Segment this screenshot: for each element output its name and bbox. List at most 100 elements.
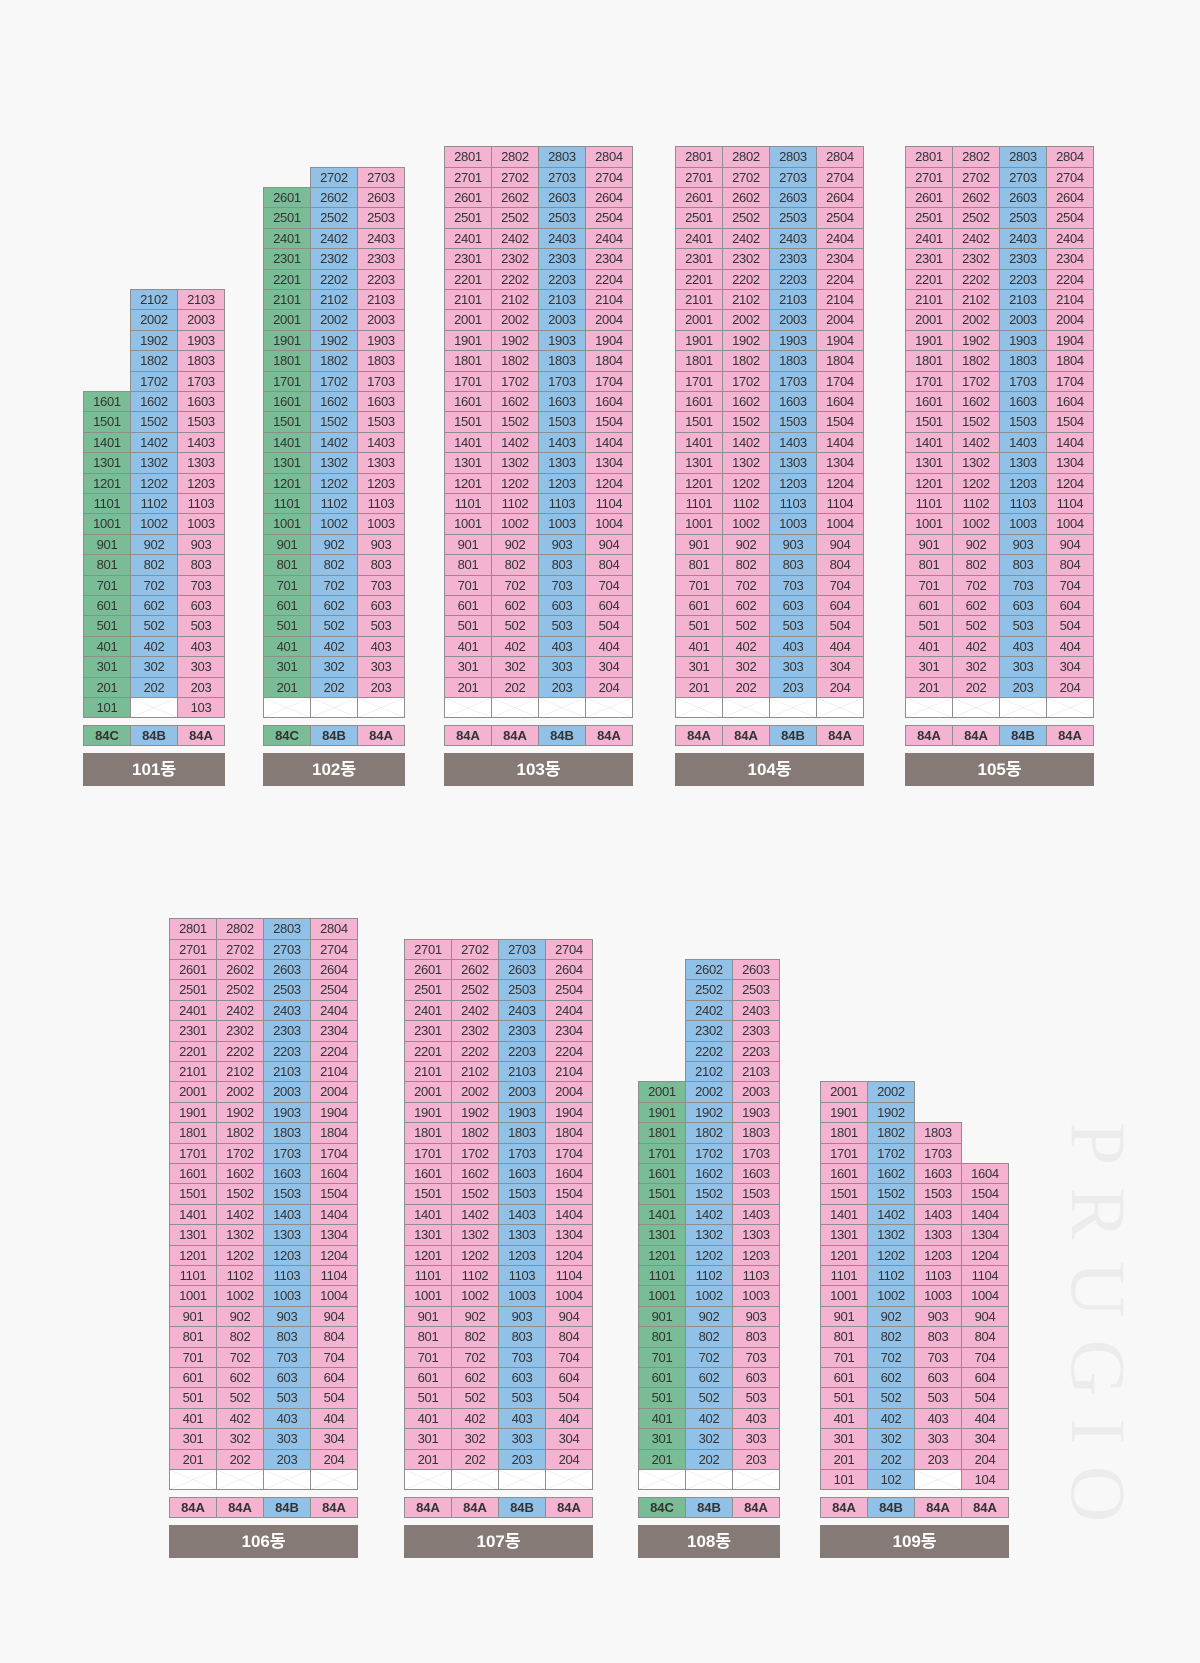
unit-type-cell: 84A	[585, 725, 633, 746]
unit-cell: 404	[310, 1407, 358, 1430]
unit-cell: 1303	[538, 452, 586, 474]
unit-cell: 2701	[404, 938, 452, 960]
unit-cell: 2403	[769, 227, 817, 250]
unit-cell: 2704	[816, 166, 864, 188]
unit-cell: 1801	[675, 350, 723, 372]
unit-cell: 2604	[310, 959, 358, 981]
unit-cell: 903	[498, 1305, 546, 1328]
unit-cell: 1601	[83, 391, 131, 413]
unit-cell: 602	[952, 595, 1000, 617]
unit-cell: 2102	[310, 289, 358, 311]
unit-cell: 1603	[177, 391, 225, 413]
unit-cell: 501	[404, 1387, 452, 1409]
unit-cell: 601	[675, 595, 723, 617]
unit-cell: 2402	[685, 999, 733, 1022]
unit-cell: 1301	[638, 1224, 686, 1246]
unit-cell: 2803	[999, 146, 1047, 168]
unit-cell: 2201	[675, 268, 723, 290]
unit-cell: 2604	[1046, 187, 1094, 209]
unit-cell: 301	[83, 656, 131, 678]
unit-cell: 703	[498, 1346, 546, 1368]
unit-cell: 1901	[169, 1101, 217, 1124]
unit-type-cell: 84A	[722, 725, 770, 746]
unit-cell: 1203	[732, 1244, 780, 1266]
building-label: 106동	[169, 1525, 358, 1558]
unit-cell: 702	[867, 1346, 915, 1368]
unit-cell: 1503	[498, 1183, 546, 1205]
unit-cell: 1304	[310, 1224, 358, 1246]
unit-cell: 2804	[816, 146, 864, 168]
unit-cell: 1104	[1046, 493, 1094, 515]
unit-cell: 1301	[905, 452, 953, 474]
unit-cell: 1303	[732, 1224, 780, 1246]
unit-cell: 504	[816, 615, 864, 637]
building-label: 108동	[638, 1525, 780, 1558]
unit-cell: 603	[498, 1367, 546, 1389]
unit-cell: 502	[451, 1387, 499, 1409]
unit-cell: 2302	[685, 1020, 733, 1042]
unit-cell: 2703	[357, 166, 405, 188]
unit-cell: 902	[310, 533, 358, 556]
unit-cell: 401	[905, 635, 953, 658]
unit-cell: 901	[263, 533, 311, 556]
unit-cell: 1704	[310, 1142, 358, 1164]
unit-cell: 1703	[263, 1142, 311, 1164]
unit-cell: 303	[999, 656, 1047, 678]
building-label: 103동	[444, 753, 633, 786]
unit-cell: 1301	[444, 452, 492, 474]
unit-cell: 404	[1046, 635, 1094, 658]
unit-type-cell: 84B	[867, 1497, 915, 1518]
unit-cell: 1701	[638, 1142, 686, 1164]
unit-cell: 1103	[357, 493, 405, 515]
unit-cell: 2603	[769, 187, 817, 209]
unit-cell: 1302	[491, 452, 539, 474]
unit-cell: 1804	[545, 1122, 593, 1144]
empty-unit-cell	[357, 697, 405, 719]
unit-cell: 901	[820, 1305, 868, 1328]
unit-cell: 2301	[444, 248, 492, 270]
unit-cell: 1701	[169, 1142, 217, 1164]
unit-cell: 1701	[404, 1142, 452, 1164]
unit-cell: 1304	[545, 1224, 593, 1246]
unit-cell: 504	[961, 1387, 1009, 1409]
unit-cell: 1804	[585, 350, 633, 372]
unit-cell: 1303	[769, 452, 817, 474]
unit-cell: 1404	[310, 1203, 358, 1226]
unit-cell: 1502	[216, 1183, 264, 1205]
unit-cell: 802	[722, 554, 770, 576]
unit-cell: 1902	[310, 329, 358, 352]
unit-cell: 2103	[177, 289, 225, 311]
unit-cell: 1002	[867, 1285, 915, 1307]
unit-cell: 2102	[451, 1061, 499, 1083]
unit-cell: 2503	[999, 207, 1047, 229]
unit-cell: 1202	[130, 472, 178, 494]
unit-cell: 2004	[545, 1081, 593, 1103]
unit-cell: 403	[357, 635, 405, 658]
unit-cell: 2202	[216, 1040, 264, 1062]
unit-cell: 1201	[675, 472, 723, 494]
unit-cell: 201	[444, 676, 492, 698]
unit-cell: 402	[952, 635, 1000, 658]
unit-cell: 302	[130, 656, 178, 678]
unit-cell: 1903	[769, 329, 817, 352]
unit-cell: 2202	[685, 1040, 733, 1062]
unit-cell: 1801	[905, 350, 953, 372]
unit-cell: 804	[1046, 554, 1094, 576]
unit-cell: 2303	[999, 248, 1047, 270]
unit-cell: 1903	[999, 329, 1047, 352]
unit-cell: 1601	[638, 1163, 686, 1185]
unit-cell: 2703	[263, 938, 311, 960]
unit-cell: 1404	[816, 431, 864, 454]
unit-cell: 2203	[999, 268, 1047, 290]
unit-cell: 1001	[638, 1285, 686, 1307]
unit-cell: 101	[820, 1469, 868, 1491]
unit-cell: 2504	[1046, 207, 1094, 229]
unit-cell: 602	[130, 595, 178, 617]
unit-cell: 101	[83, 697, 131, 719]
unit-cell: 703	[538, 574, 586, 596]
unit-cell: 2403	[357, 227, 405, 250]
unit-cell: 2403	[538, 227, 586, 250]
unit-cell: 2002	[216, 1081, 264, 1103]
unit-cell: 202	[867, 1448, 915, 1470]
unit-cell: 1203	[263, 1244, 311, 1266]
